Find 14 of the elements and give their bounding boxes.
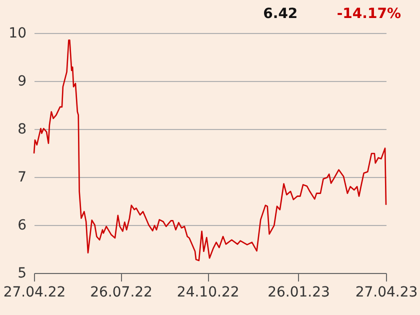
y-tick-label: 10 xyxy=(8,26,26,42)
x-tick-label: 24.10.22 xyxy=(176,284,240,300)
y-tick-label: 6 xyxy=(18,218,27,234)
x-tick-label: 26.07.22 xyxy=(90,284,152,300)
y-tick-label: 7 xyxy=(18,170,26,186)
x-tick-label: 26.01.23 xyxy=(268,284,330,300)
x-tick-label: 27.04.22 xyxy=(3,284,66,300)
y-tick-label: 5 xyxy=(18,266,26,282)
text: 6.42 xyxy=(263,6,298,22)
x-tick-label: 27.04.23 xyxy=(355,284,418,300)
line-series xyxy=(33,40,387,262)
y-tick-label: 8 xyxy=(18,122,26,138)
text: -14.17% xyxy=(336,6,401,22)
y-tick-label: 9 xyxy=(18,74,26,90)
